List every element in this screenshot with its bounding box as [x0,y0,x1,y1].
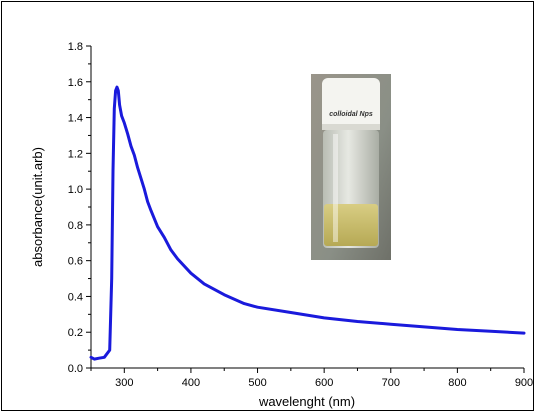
vial-label: colloidal Nps [329,111,373,118]
y-tick-label: 1.2 [68,148,83,160]
x-tick-label: 700 [382,377,400,389]
x-tick-label: 800 [448,377,466,389]
y-tick-label: 1.4 [68,113,83,125]
x-tick-label: 400 [182,377,200,389]
x-tick-label: 500 [248,377,266,389]
x-axis-ticks: 300 400 500 600 700 800 900 [90,368,533,389]
x-axis-label: wavelenght (nm) [258,394,355,409]
vial-cap-rim [322,124,380,130]
y-tick-label: 0.6 [68,256,83,268]
vial-liquid [324,204,378,246]
y-tick-label: 0.0 [68,363,83,375]
x-tick-label: 900 [515,377,533,389]
y-tick-label: 0.8 [68,220,83,232]
x-tick-label: 300 [115,377,133,389]
y-tick-label: 1.0 [68,184,83,196]
x-tick-label: 600 [315,377,333,389]
vial-cap [322,78,380,130]
y-axis-label: absorbance(unit.arb) [30,147,45,267]
plot-area [91,46,524,368]
inset-vial-photo: colloidal Nps [311,74,391,260]
vial-highlight [333,134,338,242]
y-tick-label: 1.8 [68,41,83,53]
y-tick-label: 0.4 [68,291,83,303]
absorbance-series-line [89,85,526,361]
y-tick-label: 1.6 [68,77,83,89]
y-tick-label: 0.2 [68,327,83,339]
y-axis-ticks: 0.0 0.2 0.4 0.6 0.8 1.0 1.2 1.4 1.6 1.8 [68,41,91,375]
